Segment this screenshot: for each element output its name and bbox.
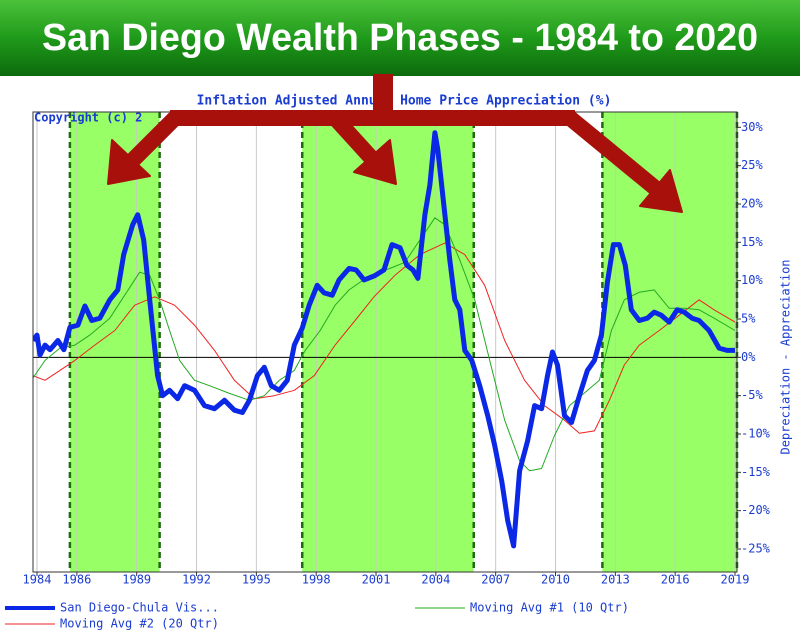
x-tick-label: 2019 (721, 573, 750, 587)
x-tick-label: 2016 (661, 573, 690, 587)
y-tick-label: -5% (741, 388, 763, 402)
x-tick-label: 2010 (541, 573, 570, 587)
y-tick-label: 15% (741, 235, 763, 249)
x-tick-label: 2007 (481, 573, 510, 587)
phase-band (69, 112, 160, 572)
arrow-right (564, 111, 666, 199)
arrow-left (122, 112, 181, 171)
x-tick-label: 2013 (601, 573, 630, 587)
y-tick-label: 10% (741, 273, 763, 287)
chart-subtitle: Inflation Adjusted Annual Home Price App… (197, 94, 612, 109)
y-tick-label: -25% (741, 542, 771, 556)
legend-label: San Diego-Chula Vis... (60, 601, 219, 615)
y-tick-label: -10% (741, 427, 771, 441)
arrowhead-right (639, 169, 683, 213)
x-tick-label: 1998 (302, 573, 331, 587)
series-line (33, 130, 735, 549)
x-tick-label: 1984 (23, 573, 52, 587)
x-tick-label: 1995 (242, 573, 271, 587)
y-tick-label: 30% (741, 120, 763, 134)
arrows (107, 74, 683, 213)
x-tick-label: 1992 (182, 573, 211, 587)
y-tick-label: 5% (741, 312, 756, 326)
legend-label: Moving Avg #2 (20 Qtr) (60, 617, 219, 631)
x-tick-label: 1986 (62, 573, 91, 587)
y-tick-label: 20% (741, 197, 763, 211)
phase-band (302, 112, 474, 572)
arrowhead-middle (353, 139, 397, 185)
series-line (33, 242, 736, 434)
arrowhead-left (107, 139, 151, 185)
y-tick-label: 0% (741, 350, 756, 364)
legend-label: Moving Avg #1 (10 Qtr) (470, 601, 629, 615)
copyright-note: Copyright (c) 2 (34, 111, 142, 125)
x-tick-label: 1989 (122, 573, 151, 587)
chart-title: San Diego Wealth Phases - 1984 to 2020 (42, 17, 758, 59)
y-axis-title: Depreciation - Appreciation (779, 259, 793, 454)
y-tick-label: -20% (741, 503, 771, 517)
arrow-middle (329, 112, 381, 168)
y-tick-label: -15% (741, 465, 771, 479)
title-banner (0, 0, 800, 76)
x-tick-label: 2001 (362, 573, 391, 587)
y-tick-label: 25% (741, 158, 763, 172)
plot-area: 1984 1986 1989 1992 1995 1998 2001 2004 2007 2010… (23, 111, 771, 587)
x-tick-label: 2004 (421, 573, 450, 587)
